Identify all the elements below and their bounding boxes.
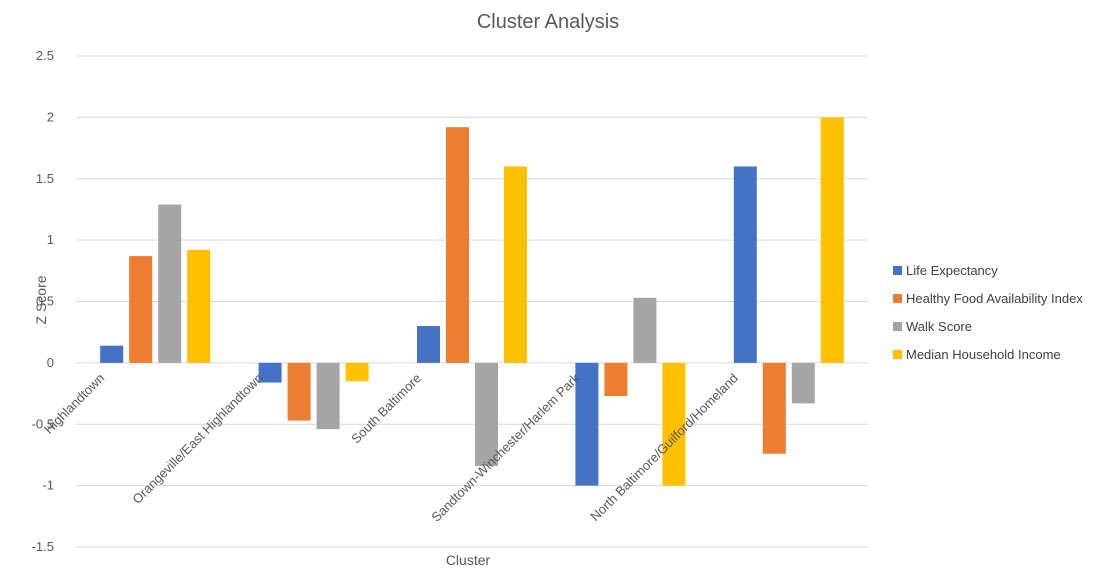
bar-median-household-income bbox=[345, 362, 369, 382]
bar-healthy-food-availability-index bbox=[762, 362, 786, 454]
bar-median-household-income bbox=[187, 249, 211, 363]
x-category-label: Sandtown-Winchester/Harlem Park bbox=[428, 370, 583, 525]
bar-life-expectancy bbox=[258, 362, 282, 383]
legend-swatch bbox=[893, 294, 902, 303]
chart-title: Cluster Analysis bbox=[477, 11, 619, 33]
y-axis-title: Z Score bbox=[33, 275, 49, 324]
y-tick-label: -1 bbox=[42, 478, 54, 493]
bar-median-household-income bbox=[820, 117, 844, 363]
bar-healthy-food-availability-index bbox=[287, 362, 311, 421]
y-tick-labels: 2.5 2 1.5 1 0.5 0 -0.5 -1 -1.5 bbox=[32, 48, 54, 554]
y-tick-label: 0.5 bbox=[36, 294, 54, 309]
x-tick-labels: Highlandtown Orangeville/East Highlandtow… bbox=[41, 370, 741, 525]
bar-walk-score bbox=[791, 362, 815, 404]
bar-walk-score bbox=[316, 362, 340, 430]
bar-healthy-food-availability-index bbox=[129, 256, 153, 363]
legend-label: Life Expectancy bbox=[906, 263, 998, 278]
y-tick-label: 0 bbox=[47, 355, 54, 370]
y-tick-label: 2.5 bbox=[36, 48, 54, 63]
bar-median-household-income bbox=[662, 362, 686, 486]
bar-life-expectancy bbox=[733, 166, 757, 363]
legend-swatch bbox=[893, 322, 902, 331]
x-axis-title: Cluster bbox=[446, 552, 491, 568]
bar-walk-score bbox=[633, 297, 657, 363]
legend-swatch bbox=[893, 266, 902, 275]
y-tick-label: 2 bbox=[47, 109, 54, 124]
bar-healthy-food-availability-index bbox=[604, 362, 628, 397]
legend-label: Healthy Food Availability Index bbox=[906, 291, 1083, 306]
bar-life-expectancy bbox=[100, 345, 124, 363]
bar-walk-score bbox=[158, 204, 182, 363]
y-tick-label: 1.5 bbox=[36, 171, 54, 186]
legend: Life Expectancy Healthy Food Availability… bbox=[893, 263, 1083, 362]
legend-label: Median Household Income bbox=[906, 347, 1061, 362]
bar-life-expectancy bbox=[575, 362, 599, 486]
legend-label: Walk Score bbox=[906, 319, 972, 334]
bars bbox=[100, 117, 844, 486]
bar-healthy-food-availability-index bbox=[446, 127, 469, 363]
x-category-label: Highlandtown bbox=[41, 370, 107, 436]
bar-walk-score bbox=[475, 362, 498, 466]
y-tick-label: 1 bbox=[47, 232, 54, 247]
bar-life-expectancy bbox=[417, 326, 440, 363]
legend-swatch bbox=[893, 350, 902, 359]
y-tick-label: -1.5 bbox=[32, 539, 54, 554]
bar-median-household-income bbox=[504, 166, 527, 363]
x-category-label: South Baltimore bbox=[348, 370, 424, 446]
x-category-label: Orangeville/East Highlandtown bbox=[129, 370, 265, 506]
y-tick-label: -0.5 bbox=[32, 416, 54, 431]
